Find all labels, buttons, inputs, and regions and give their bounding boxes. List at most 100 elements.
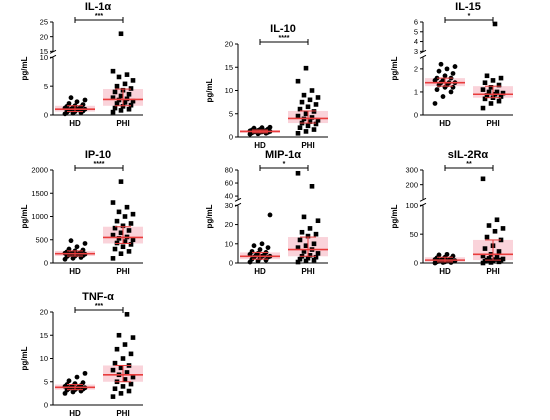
data-point — [120, 104, 126, 109]
y-tick-label: 300 — [405, 166, 418, 175]
data-point — [110, 200, 116, 205]
data-point — [303, 129, 309, 134]
data-point — [498, 94, 504, 99]
y-axis-label: pg/mL — [205, 204, 214, 228]
data-point — [299, 99, 305, 105]
y-tick-label: 100 — [405, 201, 418, 210]
y-tick-label: 20 — [40, 32, 48, 41]
x-category-label: PHI — [116, 119, 129, 128]
data-point — [118, 230, 124, 236]
data-point — [434, 87, 440, 93]
data-point — [303, 258, 309, 264]
data-point — [128, 221, 134, 226]
data-point — [295, 78, 301, 84]
data-point — [311, 127, 317, 132]
y-tick-label: 3 — [414, 47, 418, 56]
data-point — [297, 125, 303, 130]
data-point — [110, 68, 116, 74]
data-point — [450, 84, 456, 90]
data-point — [74, 374, 80, 380]
data-point — [251, 125, 257, 131]
chart-panel: 0 5 10 15 20 25 HD PHI pg/mL IL-1α *** — [5, 0, 175, 130]
chart-title: TNF-α — [82, 291, 114, 303]
y-tick-label: 0 — [229, 133, 233, 142]
x-category-label: HD — [69, 267, 81, 276]
data-point — [305, 233, 311, 239]
data-point — [114, 83, 120, 89]
chart-svg: 0 500 1000 1500 2000 HD PHI pg/mL IP-10**** — [20, 149, 143, 276]
data-point — [492, 21, 498, 27]
data-point — [486, 223, 492, 228]
y-tick-label: 30 — [225, 201, 233, 210]
data-point — [480, 87, 486, 92]
data-point — [309, 184, 315, 189]
data-point — [66, 101, 72, 106]
data-point — [295, 130, 301, 136]
y-axis-label: pg/mL — [20, 56, 29, 80]
data-point — [122, 214, 128, 219]
data-point — [257, 247, 263, 252]
data-point — [440, 78, 446, 83]
data-point — [313, 254, 319, 260]
data-point — [118, 251, 124, 256]
data-point — [442, 73, 448, 79]
data-point — [124, 312, 130, 317]
data-point — [128, 381, 134, 387]
data-point — [124, 370, 130, 375]
data-point — [494, 89, 500, 95]
data-point — [301, 92, 307, 98]
x-category-label: HD — [69, 119, 81, 128]
x-category-label: PHI — [486, 119, 499, 128]
x-category-label: HD — [439, 119, 451, 128]
data-point — [500, 90, 506, 96]
data-point — [307, 97, 313, 103]
data-point — [450, 71, 456, 76]
y-tick-label: 0 — [414, 259, 418, 268]
chart-svg: 0 5 10 15 20 HD PHI pg/mL IL-10**** — [205, 23, 328, 150]
y-tick-label: 25 — [40, 18, 48, 27]
chart-panel: 0 1 2 3 4 5 6 HD PHI pg/mL IL-15 * — [375, 0, 545, 130]
data-point — [301, 214, 307, 220]
significance-stars: ** — [466, 161, 472, 168]
data-point — [128, 102, 134, 108]
data-point — [482, 80, 488, 86]
data-point — [496, 249, 502, 254]
data-point — [297, 256, 303, 262]
y-tick-label: 2000 — [31, 166, 48, 175]
y-tick-label: 50 — [410, 230, 418, 239]
significance-stars: *** — [95, 303, 103, 310]
data-point — [112, 360, 118, 366]
data-point — [120, 356, 126, 361]
data-point — [500, 256, 506, 262]
y-tick-label: 0 — [44, 259, 48, 268]
data-point — [118, 179, 124, 184]
data-point — [486, 256, 492, 261]
y-tick-label: 1 — [414, 88, 418, 97]
data-point — [480, 176, 486, 182]
data-point — [492, 257, 498, 262]
data-point — [118, 108, 124, 113]
y-tick-label: 5 — [44, 377, 48, 386]
data-point — [130, 335, 136, 340]
data-point — [128, 242, 134, 247]
y-axis-label: pg/mL — [390, 204, 399, 228]
y-tick-label: 20 — [40, 308, 48, 317]
chart-panel: 0 5 10 15 20 HD PHI pg/mL TNF-α *** — [5, 290, 175, 420]
y-tick-label: 10 — [225, 239, 233, 248]
data-point — [130, 98, 136, 104]
data-point — [448, 89, 454, 95]
chart-title: IP-10 — [85, 149, 111, 161]
chart-panel: 0 5 10 15 20 HD PHI pg/mL IL-10 **** — [190, 22, 360, 152]
data-point — [66, 246, 72, 252]
y-axis-label: pg/mL — [20, 204, 29, 228]
data-point — [440, 94, 446, 99]
data-point — [484, 93, 490, 98]
data-point — [490, 78, 496, 83]
y-tick-label: 5 — [414, 27, 418, 36]
data-point — [492, 228, 498, 234]
data-point — [118, 31, 124, 37]
data-point — [74, 99, 80, 105]
